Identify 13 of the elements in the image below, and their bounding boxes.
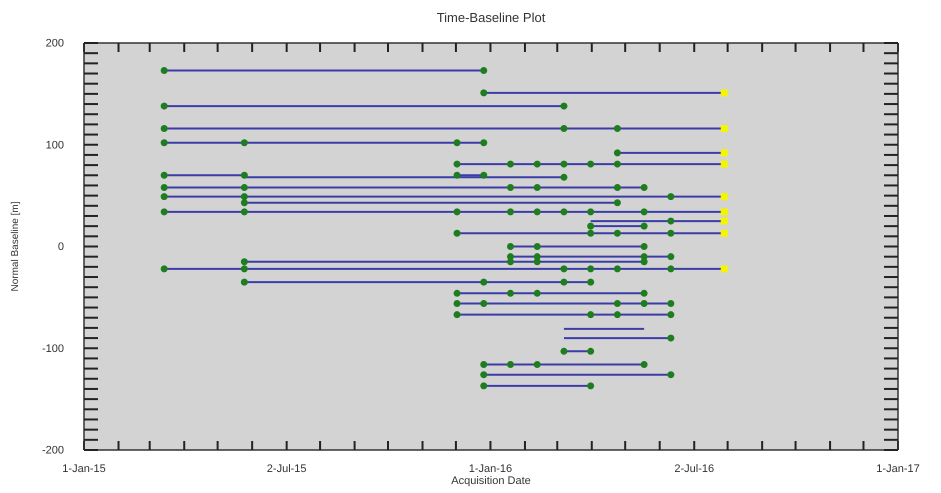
y-tick-label: -100	[42, 342, 64, 355]
x-tick-label: 2-Jul-16	[674, 462, 714, 475]
x-axis-title: Acquisition Date	[451, 475, 531, 487]
y-tick-label: -200	[42, 444, 64, 457]
y-tick-label: 100	[46, 139, 64, 152]
x-tick-label: 1-Jan-16	[468, 462, 512, 475]
y-axis-title: Normal Baseline [m]	[10, 201, 21, 292]
y-tick-label: 0	[58, 241, 64, 254]
y-tick-label: 200	[46, 38, 64, 50]
chart-title: Time-Baseline Plot	[436, 10, 546, 25]
x-tick-label: 2-Jul-15	[266, 462, 307, 475]
x-tick-label: 1-Jan-15	[62, 462, 106, 475]
x-tick-label: 1-Jan-17	[876, 462, 920, 475]
